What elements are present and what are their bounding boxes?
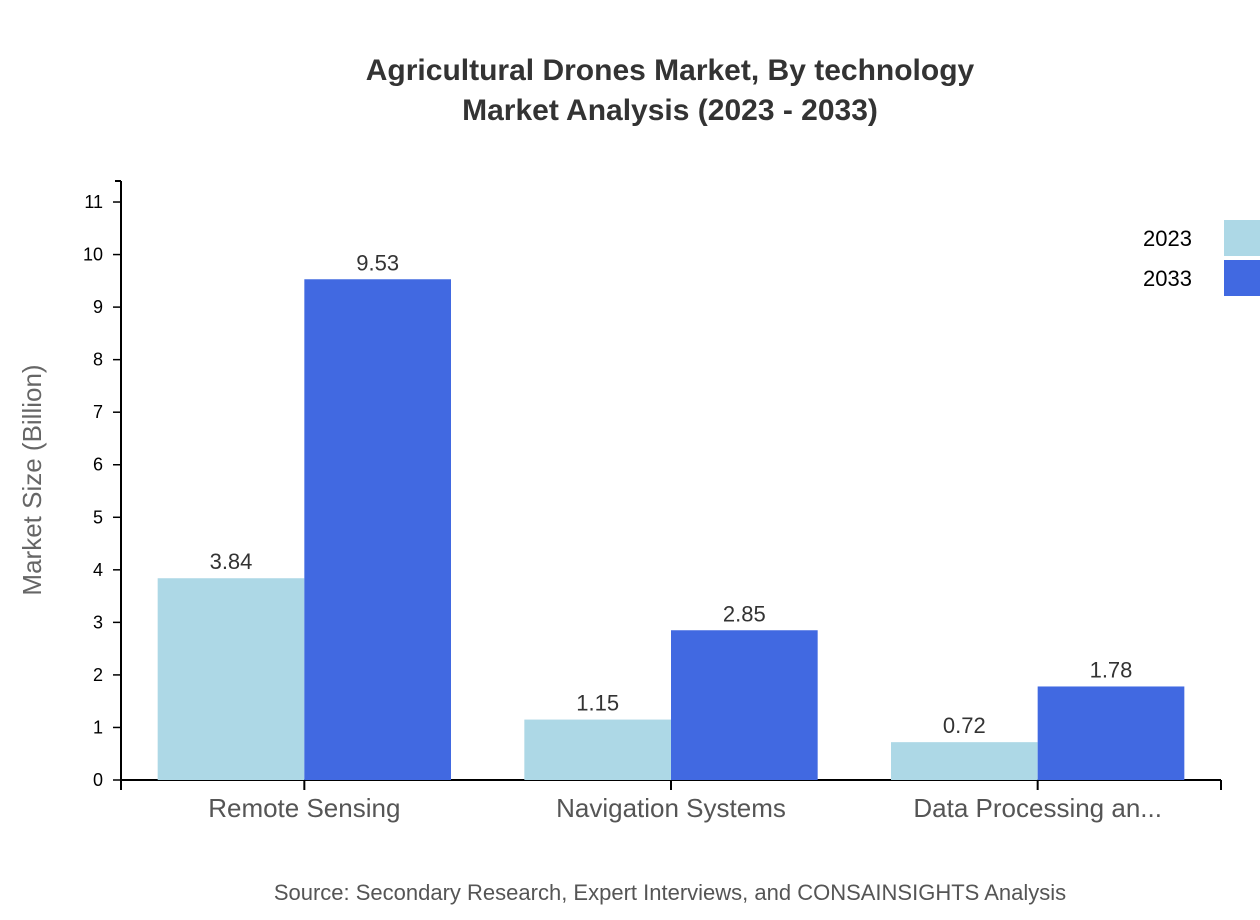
y-tick-label: 10 <box>83 245 103 265</box>
y-tick-label: 7 <box>93 402 103 422</box>
y-axis: 0 1 2 3 4 5 6 7 8 9 10 11 <box>83 180 122 790</box>
bar-2033 <box>304 279 451 780</box>
legend-label: 2023 <box>1143 226 1192 251</box>
y-tick-label: 0 <box>93 770 103 790</box>
legend-label: 2033 <box>1143 266 1192 291</box>
bar-2023 <box>891 742 1038 780</box>
y-tick-label: 5 <box>93 507 103 527</box>
bars: 3.84 9.53 1.15 2.85 0.72 1.78 <box>157 250 1185 780</box>
bar-2023 <box>524 719 671 780</box>
bar-2023 <box>157 578 305 780</box>
y-tick-label: 11 <box>84 192 103 212</box>
x-tick-label: Data Processing an... <box>913 793 1162 823</box>
data-label: 0.72 <box>943 713 986 738</box>
bar-2033 <box>671 630 818 780</box>
data-label: 3.84 <box>210 549 253 574</box>
y-tick-label: 1 <box>93 717 103 737</box>
source-note: Source: Secondary Research, Expert Inter… <box>274 880 1066 905</box>
data-label: 1.78 <box>1090 657 1133 682</box>
chart-subtitle: Market Analysis (2023 - 2033) <box>462 94 878 127</box>
legend: 2023 2033 <box>1143 220 1260 296</box>
y-axis-label: Market Size (Billion) <box>17 364 47 595</box>
x-tick-label: Remote Sensing <box>208 793 400 823</box>
data-label: 9.53 <box>356 250 399 275</box>
y-tick-label: 6 <box>93 455 103 475</box>
data-label: 2.85 <box>723 601 766 626</box>
legend-swatch <box>1224 220 1260 256</box>
y-tick-label: 3 <box>93 612 103 632</box>
legend-swatch <box>1224 260 1260 296</box>
y-tick-label: 9 <box>93 297 103 317</box>
x-axis: Remote Sensing Navigation Systems Data Pro… <box>120 779 1222 823</box>
chart-title: Agricultural Drones Market, By technolog… <box>366 54 975 87</box>
y-tick-label: 8 <box>93 350 103 370</box>
bar-2033 <box>1037 686 1185 780</box>
y-tick-label: 4 <box>93 560 103 580</box>
y-tick-label: 2 <box>93 665 103 685</box>
data-label: 1.15 <box>576 691 619 716</box>
x-tick-label: Navigation Systems <box>556 793 786 823</box>
